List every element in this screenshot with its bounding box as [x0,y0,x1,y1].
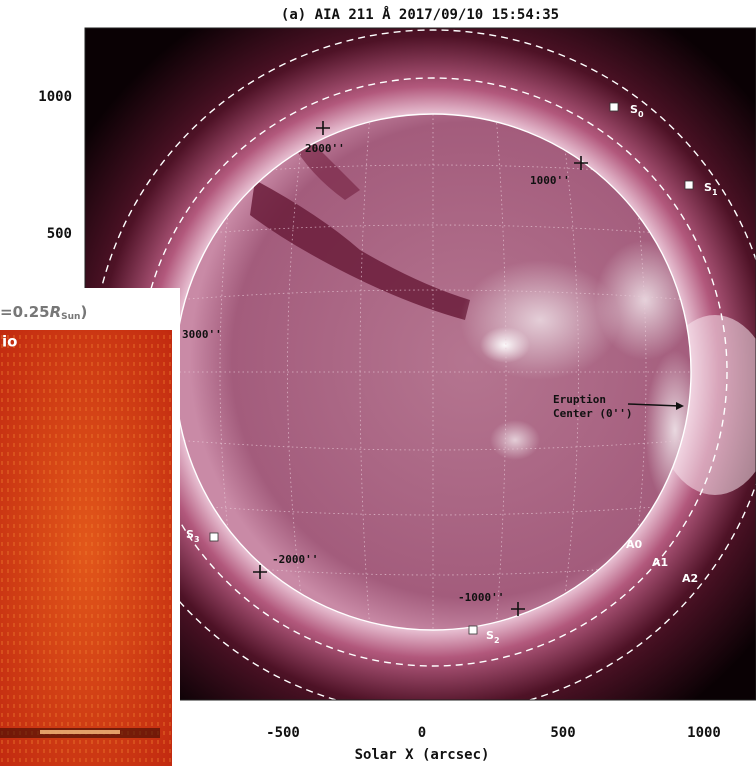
ring-label: A2 [682,572,698,585]
x-tick-label: 1000 [687,725,721,741]
y-tick-label: 500 [47,226,72,242]
ring-label: A1 [652,556,668,569]
inset-label: io [2,333,17,351]
inset-panel: =0.25RSun) io [0,288,180,766]
distance-label: -1000'' [458,591,504,604]
x-tick-label: 0 [418,725,426,741]
distance-label: -2000'' [272,553,318,566]
eruption-label: Eruption [553,393,606,406]
distance-label: 2000'' [305,142,345,155]
figure: (a) AIA 211 Å 2017/09/10 15:54:35 -500 0… [0,0,756,766]
eruption-label: Center (0'') [553,407,632,420]
distance-label: 1000'' [530,174,570,187]
x-tick-label: -500 [266,725,300,741]
y-tick-label: 1000 [38,89,72,105]
distance-label: 3000'' [182,328,222,341]
solar-image [85,28,756,714]
ring-label: A0 [626,538,643,551]
x-axis-label: Solar X (arcsec) [355,747,490,763]
title: (a) AIA 211 Å 2017/09/10 15:54:35 [281,6,559,23]
x-tick-label: 500 [550,725,575,741]
